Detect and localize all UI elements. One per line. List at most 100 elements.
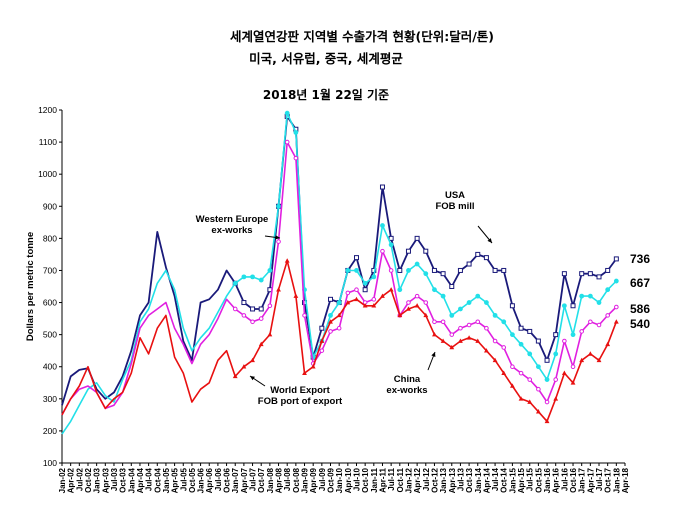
x-tick-label: Oct-16 [569, 467, 578, 492]
data-point [527, 377, 533, 382]
data-point [431, 267, 437, 273]
data-point [458, 325, 463, 331]
data-point [484, 325, 489, 331]
data-point [388, 268, 394, 273]
data-point [561, 271, 567, 277]
data-point [250, 357, 255, 363]
data-point [284, 110, 290, 116]
data-point [492, 312, 498, 318]
y-tick-label: 300 [43, 394, 57, 404]
data-point [267, 332, 273, 337]
data-point [449, 312, 455, 318]
x-tick-label: Jan-17 [578, 467, 587, 493]
data-point [241, 313, 247, 318]
data-point [302, 370, 307, 375]
x-tick-label: Oct-02 [84, 467, 93, 492]
x-tick-label: Jul-17 [595, 467, 604, 491]
x-tick-label: Jul-13 [456, 467, 465, 491]
data-point [483, 255, 489, 261]
data-point [605, 313, 610, 318]
data-point [354, 287, 359, 293]
y-tick-label: 1100 [39, 137, 58, 147]
data-point [336, 312, 342, 318]
series-line [61, 141, 617, 416]
data-point [388, 235, 394, 241]
data-point [527, 399, 533, 404]
x-tick-label: Apr-13 [448, 467, 457, 493]
data-point [319, 325, 325, 331]
data-point [388, 287, 394, 292]
data-point [414, 303, 420, 308]
y-tick-label: 1200 [38, 105, 57, 115]
y-tick-label: 1000 [38, 169, 57, 179]
data-point [457, 267, 463, 273]
x-tick-label: Apr-02 [67, 467, 76, 493]
data-point [397, 312, 403, 318]
data-point [605, 341, 611, 347]
end-value-label: 736 [630, 252, 650, 266]
annotation-label: World Export FOB port of export [258, 385, 343, 407]
data-point [510, 364, 515, 370]
data-point [432, 287, 437, 293]
data-point [380, 223, 385, 228]
data-point [267, 268, 273, 273]
data-point [293, 130, 299, 135]
chart-date-note: 2018년 1월 22일 기준 [262, 88, 390, 102]
data-point [466, 300, 472, 305]
x-tick-label: Oct-12 [430, 467, 439, 492]
data-point [406, 306, 411, 311]
data-point [267, 303, 273, 309]
data-point [371, 274, 377, 280]
data-point [397, 287, 403, 293]
x-tick-label: Oct-17 [604, 467, 613, 492]
data-point [276, 203, 281, 209]
data-point [553, 377, 559, 382]
data-point [579, 293, 585, 299]
data-point [587, 293, 593, 299]
data-point [510, 332, 515, 338]
data-point [353, 255, 359, 261]
data-point [475, 293, 481, 299]
data-point [232, 280, 238, 286]
data-point [475, 338, 481, 343]
chart-axes: 100 200 300 400 500 600 700 800 900 1000 1100 1200 D… [25, 105, 630, 493]
data-point [544, 418, 550, 424]
x-tick-label: Jan-03 [93, 467, 102, 493]
series-china-ex-works [61, 258, 619, 424]
data-point [406, 268, 411, 273]
x-tick-label: Jan-13 [439, 467, 448, 493]
data-point [379, 184, 385, 190]
annotation-label: China ex-works [386, 374, 427, 396]
data-point [440, 319, 446, 325]
y-tick-label: 400 [43, 362, 57, 372]
annotation-line: ex-works [211, 225, 252, 236]
x-tick-label: Apr-10 [344, 467, 353, 493]
data-point [440, 271, 446, 277]
data-point [449, 332, 455, 337]
data-point [544, 377, 550, 382]
data-point [397, 267, 403, 273]
data-point [501, 370, 507, 375]
x-tick-label: Oct-13 [465, 467, 474, 492]
x-tick-label: Jan-16 [543, 467, 552, 493]
data-point [250, 306, 256, 312]
x-tick-label: Jan-14 [474, 467, 483, 493]
data-point [336, 325, 342, 331]
data-point [596, 322, 602, 328]
data-point [380, 293, 385, 298]
annotation-line: China [394, 374, 421, 385]
x-tick-label: Jul-11 [387, 467, 396, 490]
data-point [613, 319, 619, 324]
data-point [458, 306, 463, 312]
data-point [527, 328, 533, 334]
data-point [293, 293, 299, 298]
series-world-export-fob-port-of-export [61, 139, 619, 416]
x-tick-label: Apr-09 [309, 467, 318, 493]
data-point [518, 325, 524, 331]
data-point [302, 313, 307, 318]
x-tick-label: Jan-07 [231, 467, 240, 493]
end-value-label: 667 [630, 276, 650, 290]
x-tick-label: Apr-07 [240, 467, 249, 493]
x-tick-label: Apr-15 [517, 467, 526, 493]
